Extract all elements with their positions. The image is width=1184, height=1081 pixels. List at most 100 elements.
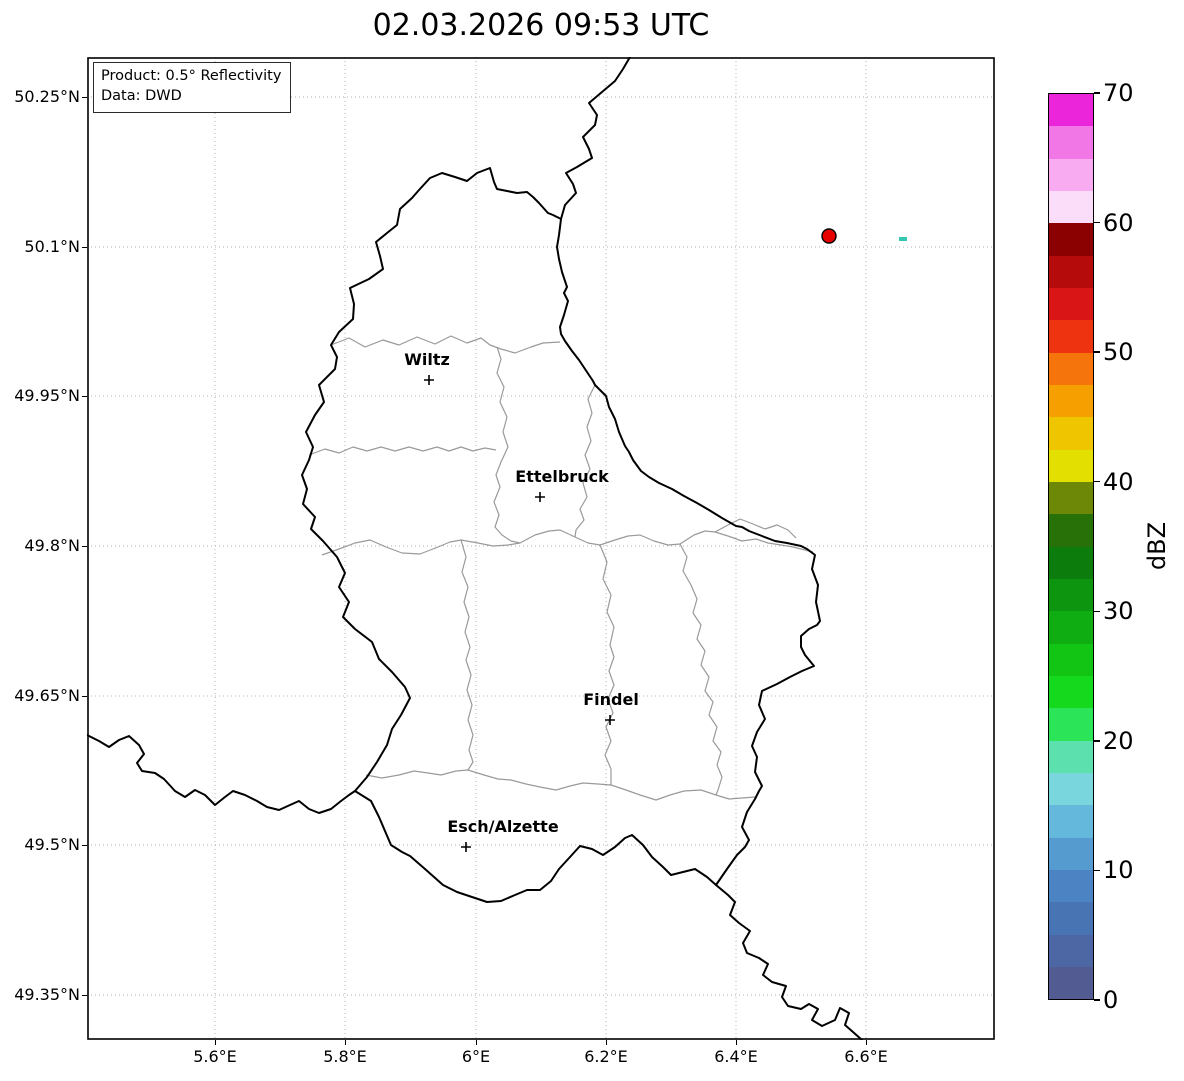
legend-data-line: Data: DWD: [101, 88, 182, 105]
city-marker-plus-icon: [424, 375, 434, 385]
district-border: [308, 446, 497, 456]
x-tick-mark: [736, 1040, 738, 1045]
colorbar-tick-label: 20: [1103, 726, 1134, 755]
city-marker-plus-icon: [605, 715, 615, 725]
x-tick-label: 5.8°E: [323, 1047, 367, 1066]
colorbar-segment: [1049, 255, 1093, 288]
district-border: [330, 335, 561, 354]
country-borders: [87, 57, 863, 1040]
city-label: Findel: [583, 690, 639, 709]
country-border-fr-de: [715, 884, 863, 1040]
y-tick-label: 49.8°N: [24, 536, 80, 555]
colorbar-tick-mark: [1094, 740, 1100, 742]
country-border-be-de: [560, 57, 631, 220]
country-border-be-fr: [87, 734, 356, 814]
y-tick-mark: [82, 247, 87, 249]
y-tick-label: 49.5°N: [24, 835, 80, 854]
city-marker-plus-icon: [535, 492, 545, 502]
colorbar-tick-mark: [1094, 351, 1100, 353]
radar-echo-layer: [899, 237, 907, 241]
x-tick-label: 6.4°E: [714, 1047, 758, 1066]
colorbar-segment: [1049, 611, 1093, 644]
x-tick-mark: [345, 1040, 347, 1045]
colorbar-segment: [1049, 966, 1093, 1000]
district-border: [599, 544, 615, 785]
colorbar-tick-label: 50: [1103, 338, 1134, 367]
colorbar-segment: [1049, 643, 1093, 676]
colorbar-segment: [1049, 869, 1093, 903]
x-tick-mark: [476, 1040, 478, 1045]
x-tick-label: 5.6°E: [193, 1047, 237, 1066]
city-label: Esch/Alzette: [447, 817, 559, 836]
colorbar-segment: [1049, 320, 1093, 353]
city-label: Wiltz: [404, 350, 450, 369]
city-marker-plus-icon: [461, 842, 471, 852]
colorbar-tick-mark: [1094, 221, 1100, 224]
map-canvas: Wiltz Ettelbruck Findel Esch/Alzette: [87, 57, 995, 1040]
colorbar-segment: [1049, 805, 1093, 838]
gridlines: [87, 57, 995, 1040]
x-tick-mark: [606, 1040, 608, 1045]
y-tick-label: 49.65°N: [14, 686, 80, 705]
y-tick-label: 50.1°N: [24, 237, 80, 256]
map-plot: Wiltz Ettelbruck Findel Esch/Alzette Produc…: [87, 57, 995, 1040]
figure-title: 02.03.2026 09:53 UTC: [372, 8, 710, 43]
x-tick-label: 6.2°E: [584, 1047, 628, 1066]
product-legend: Product: 0.5° Reflectivity Data: DWD: [93, 62, 292, 113]
colorbar-segment: [1049, 837, 1093, 870]
radar-site-marker: [821, 228, 837, 244]
colorbar-segment: [1049, 223, 1093, 256]
colorbar: [1048, 93, 1094, 1000]
colorbar-tick-label: 30: [1103, 597, 1134, 626]
colorbar-tick-label: 60: [1103, 208, 1134, 237]
district-border: [365, 769, 756, 801]
luxembourg-border: [301, 167, 821, 903]
district-borders: [308, 335, 814, 801]
y-tick-mark: [82, 97, 87, 99]
colorbar-segment: [1049, 384, 1093, 418]
district-border: [574, 384, 596, 538]
colorbar-segment: [1049, 287, 1093, 321]
x-tick-mark: [866, 1040, 868, 1045]
colorbar-tick-mark: [1094, 481, 1100, 483]
colorbar-tick-mark: [1094, 869, 1100, 872]
district-border: [493, 346, 521, 544]
colorbar-segment: [1049, 578, 1093, 612]
y-tick-mark: [82, 396, 87, 398]
colorbar-segment: [1049, 126, 1093, 159]
colorbar-segment: [1049, 417, 1093, 450]
y-tick-label: 50.25°N: [14, 87, 80, 106]
colorbar-segment: [1049, 514, 1093, 547]
colorbar-tick-mark: [1094, 610, 1100, 612]
colorbar-segment: [1049, 449, 1093, 482]
colorbar-segment: [1049, 772, 1093, 806]
district-border: [714, 518, 797, 539]
colorbar-segment: [1049, 708, 1093, 741]
y-tick-mark: [82, 845, 87, 847]
colorbar-segment: [1049, 902, 1093, 935]
colorbar-segment: [1049, 740, 1093, 773]
colorbar-segment: [1049, 675, 1093, 709]
x-tick-label: 6.6°E: [844, 1047, 888, 1066]
district-border: [460, 539, 474, 771]
y-tick-label: 49.35°N: [14, 985, 80, 1004]
colorbar-segment: [1049, 481, 1093, 515]
y-tick-mark: [82, 696, 87, 698]
colorbar-tick-mark: [1094, 999, 1100, 1001]
radar-echo: [899, 237, 907, 241]
x-tick-label: 6°E: [461, 1047, 491, 1066]
colorbar-segment: [1049, 352, 1093, 385]
colorbar-segment: [1049, 158, 1093, 191]
radar-site-layer: [821, 228, 837, 244]
colorbar-tick-mark: [1094, 92, 1100, 94]
colorbar-segment: [1049, 934, 1093, 967]
y-tick-mark: [82, 546, 87, 548]
city-markers: Wiltz Ettelbruck Findel Esch/Alzette: [404, 350, 639, 852]
colorbar-segment: [1049, 546, 1093, 579]
city-label: Ettelbruck: [515, 467, 609, 486]
colorbar-tick-label: 70: [1103, 79, 1134, 107]
colorbar-tick-label: 0: [1103, 986, 1119, 1014]
colorbar-tick-label: 10: [1103, 856, 1134, 885]
district-border: [321, 529, 814, 556]
